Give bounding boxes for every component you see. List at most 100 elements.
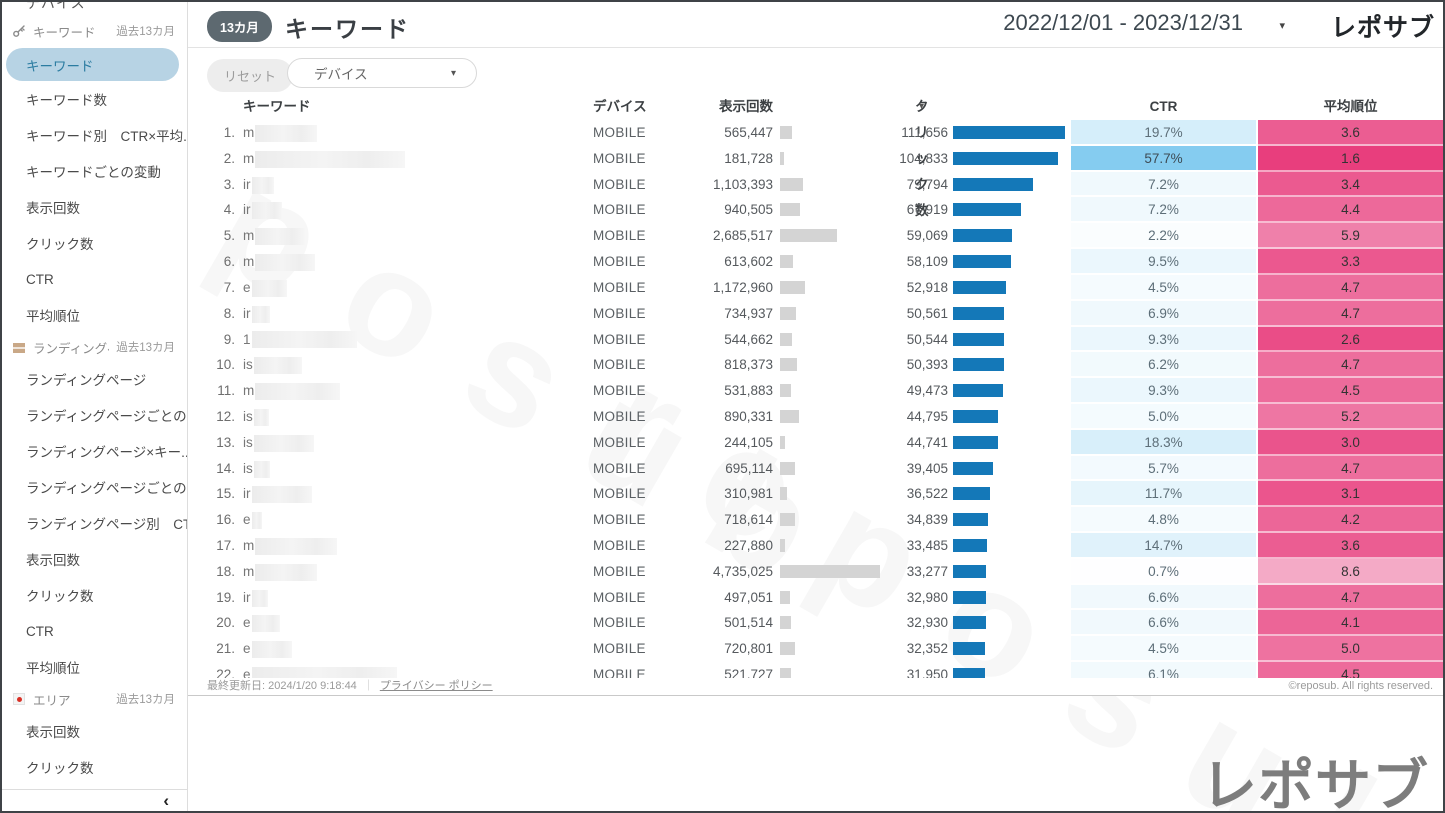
sidebar-item[interactable]: ランディングページ: [26, 373, 147, 388]
sidebar-item[interactable]: 表示回数: [26, 553, 80, 568]
sidebar-item[interactable]: ランディングページ別 CT...: [26, 517, 187, 532]
row-rank: 4.: [223, 202, 235, 218]
position-cell: 3.1: [1258, 481, 1443, 508]
clicks-value: 33,485: [906, 538, 948, 553]
impressions-bar: [780, 229, 837, 243]
keyword-cell: e: [243, 275, 287, 301]
row-rank: 19.: [216, 589, 235, 605]
table-row: 14. is MOBILE 695,114 39,405 5.7% 4.7: [188, 455, 1443, 482]
sidebar-item[interactable]: CTR: [26, 271, 54, 287]
impressions-bar: [780, 306, 796, 320]
landing-page-icon: [13, 341, 25, 353]
impressions-value: 1,103,393: [712, 176, 773, 192]
sidebar-item[interactable]: クリック数: [26, 761, 94, 776]
sidebar-item[interactable]: キーワードごとの変動: [26, 165, 161, 180]
impressions-bar: [780, 358, 798, 372]
sidebar-item[interactable]: キーワード: [6, 48, 179, 81]
keyword-prefix: m: [243, 125, 255, 140]
row-rank: 14.: [216, 460, 235, 476]
clicks-value: 104,833: [899, 150, 948, 166]
keyword-redacted: [255, 537, 338, 555]
sidebar-item[interactable]: クリック数: [26, 589, 94, 604]
keyword-prefix: m: [243, 538, 255, 553]
table-row: 16. e MOBILE 718,614 34,839 4.8% 4.2: [188, 507, 1443, 533]
table-footer: 最終更新日: 2024/1/20 9:18:44 ｜ プライバシー ポリシー ©re…: [188, 678, 1443, 696]
position-cell: 8.6: [1258, 558, 1443, 585]
sidebar-section-label: エリア: [33, 693, 71, 708]
impressions-bar: [780, 513, 796, 527]
sidebar-item[interactable]: クリック数: [26, 237, 94, 252]
sidebar-item[interactable]: 表示回数: [26, 201, 80, 216]
clicks-bar: [953, 306, 1004, 320]
clicks-bar: [953, 487, 990, 501]
impressions-value: 544,662: [724, 331, 773, 347]
clicks-value: 34,839: [906, 512, 948, 528]
sidebar-item[interactable]: ランディングページごとの...: [26, 481, 187, 496]
sidebar-collapse-button[interactable]: ‹: [2, 789, 187, 811]
clicks-value: 32,980: [906, 589, 948, 605]
sidebar-item[interactable]: ランディングページごとの...: [26, 409, 187, 424]
sidebar-item-label: デバイス: [26, 2, 86, 11]
keyword-cell: 1: [243, 327, 357, 353]
keyword-cell: m: [243, 146, 406, 172]
sidebar-item[interactable]: 平均順位: [26, 309, 80, 324]
clicks-bar: [953, 435, 998, 449]
row-rank: 1.: [223, 125, 235, 140]
position-cell: 1.6: [1258, 145, 1443, 172]
clicks-bar: [953, 280, 1007, 294]
device-cell: MOBILE: [593, 331, 646, 347]
table-row: 3. ir MOBILE 1,103,393 79,794 7.2% 3.4: [188, 171, 1443, 198]
sidebar-item[interactable]: キーワード別 CTR×平均...: [26, 129, 187, 144]
column-header-position[interactable]: 平均順位: [1323, 99, 1378, 114]
sidebar-item[interactable]: 平均順位: [26, 661, 80, 676]
column-header-keyword[interactable]: キーワード: [243, 99, 311, 114]
table-row: 21. e MOBILE 720,801 32,352 4.5% 5.0: [188, 636, 1443, 663]
reset-button[interactable]: リセット: [207, 59, 294, 92]
position-cell: 5.9: [1258, 223, 1443, 250]
column-header-ctr[interactable]: CTR: [1149, 99, 1178, 114]
impressions-value: 531,883: [724, 383, 773, 399]
keyword-cell: ir: [243, 481, 312, 507]
impressions-bar: [780, 461, 795, 475]
row-rank: 15.: [216, 486, 235, 502]
clicks-value: 50,561: [906, 305, 948, 321]
device-cell: MOBILE: [593, 641, 646, 657]
column-header-impressions[interactable]: 表示回数: [719, 99, 773, 114]
sidebar-item[interactable]: キーワード数: [26, 93, 107, 108]
position-cell: 4.7: [1258, 352, 1443, 379]
sidebar-item[interactable]: 表示回数: [26, 725, 80, 740]
position-cell: 4.4: [1258, 197, 1443, 224]
keyword-cell: e: [243, 636, 292, 662]
device-filter-dropdown[interactable]: デバイス ▾: [287, 58, 477, 88]
keyword-cell: is: [243, 456, 270, 482]
device-cell: MOBILE: [593, 486, 646, 502]
row-rank: 13.: [216, 434, 235, 450]
date-range-picker[interactable]: 2022/12/01 - 2023/12/31: [1003, 10, 1243, 35]
impressions-value: 890,331: [724, 408, 773, 424]
ctr-cell: 5.7%: [1071, 455, 1256, 482]
ctr-cell: 9.5%: [1071, 249, 1256, 275]
clicks-bar: [953, 409, 998, 423]
sidebar-item[interactable]: CTR: [26, 623, 54, 639]
ctr-cell: 7.2%: [1071, 171, 1256, 198]
sidebar-item[interactable]: ランディングページ×キー...: [26, 445, 187, 460]
keyword-prefix: is: [243, 460, 253, 476]
column-header-device[interactable]: デバイス: [593, 99, 647, 114]
impressions-bar: [780, 435, 786, 449]
sidebar-item-partial[interactable]: デバイス: [2, 2, 187, 17]
ctr-cell: 0.7%: [1071, 558, 1256, 585]
page-title: キーワード: [285, 16, 410, 42]
device-cell: MOBILE: [593, 434, 646, 450]
table-row: 18. m MOBILE 4,735,025 33,277 0.7% 8.6: [188, 558, 1443, 585]
sidebar-section-period: 過去13カ月: [116, 26, 175, 38]
privacy-policy-link[interactable]: プライバシー ポリシー: [379, 680, 493, 692]
table-row: 5. m MOBILE 2,685,517 59,069 2.2% 5.9: [188, 223, 1443, 250]
impressions-bar: [780, 590, 791, 604]
row-rank: 22.: [216, 667, 235, 678]
row-rank: 8.: [223, 305, 235, 321]
row-rank: 20.: [216, 615, 235, 631]
keyword-prefix: is: [243, 434, 253, 450]
impressions-bar: [780, 409, 799, 423]
keyword-redacted: [253, 460, 270, 478]
sidebar-section-header-landing-page: ランディングページ過去13カ月: [2, 333, 187, 361]
